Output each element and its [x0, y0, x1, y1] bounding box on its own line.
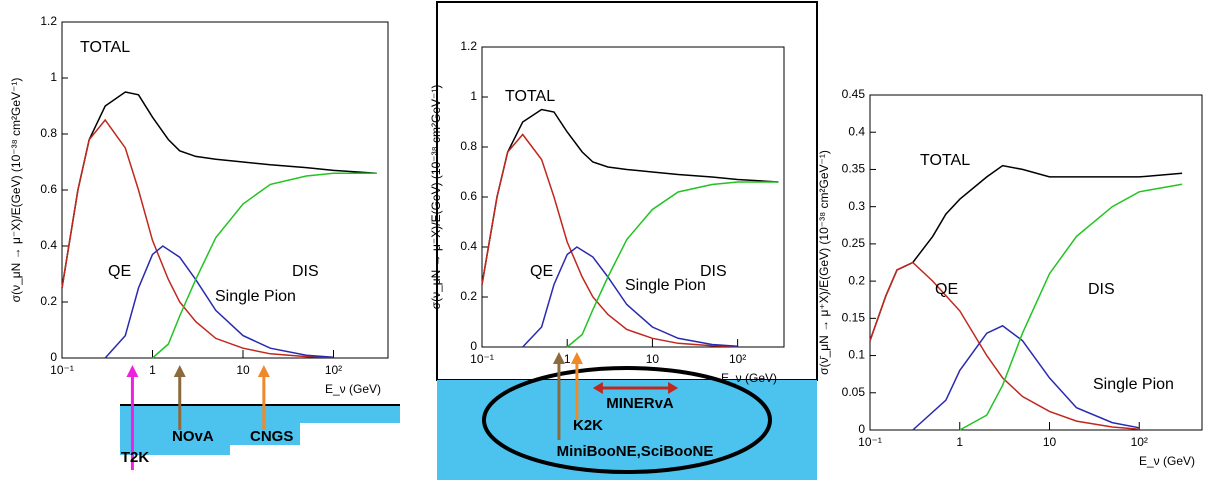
plot-frame: [869, 94, 1203, 431]
y-tick-label: 0.4: [460, 239, 477, 253]
x-tick-label: 10²: [729, 352, 746, 366]
y-tick-label: 0.3: [848, 199, 865, 213]
x-tick-label: 10²: [325, 363, 342, 377]
arrow-head: [592, 382, 603, 394]
curve: [152, 172, 377, 359]
y-tick-label: 0.6: [460, 189, 477, 203]
curve-label: QE: [530, 263, 553, 280]
x-tick-label: 10: [1043, 435, 1057, 449]
x-tick-label: 10⁻¹: [858, 435, 882, 449]
y-tick-label: 1: [470, 89, 477, 103]
curve-label: QE: [108, 263, 131, 280]
x-axis-label: E_ν (GeV): [1139, 454, 1195, 468]
curve: [522, 246, 738, 348]
y-tick-label: 0.45: [842, 87, 866, 101]
curve: [959, 183, 1183, 431]
y-tick-label: 0.4: [40, 238, 57, 252]
blue-region: [120, 405, 400, 455]
curve: [481, 108, 779, 285]
y-tick-label: 1.2: [40, 14, 57, 28]
plot-frame: [61, 21, 389, 359]
y-tick-label: 0.8: [40, 126, 57, 140]
curve-label: Single Pion: [215, 288, 296, 305]
y-tick-label: 0.05: [842, 385, 866, 399]
curve: [104, 245, 334, 359]
curve-label: TOTAL: [920, 152, 970, 169]
arrow-head: [257, 365, 270, 377]
arrow-head: [668, 382, 679, 394]
y-tick-label: 0: [470, 339, 477, 353]
curve: [912, 324, 1140, 431]
x-tick-label: 10²: [1131, 435, 1148, 449]
y-axis-label: σ(ν_μN → μ⁻X)/E(GeV) (10⁻³⁸ cm²GeV⁻¹): [429, 85, 443, 310]
y-tick-label: 0.2: [848, 273, 865, 287]
x-tick-label: 1: [564, 352, 571, 366]
y-axis-label: σ(ν_μN → μ⁻X)/E(GeV) (10⁻³⁸ cm²GeV⁻¹): [9, 78, 23, 303]
y-tick-label: 0.25: [842, 236, 866, 250]
curve: [61, 91, 377, 289]
y-tick-label: 0.6: [40, 182, 57, 196]
y-tick-label: 0.2: [40, 294, 57, 308]
annotation: NOvA: [172, 428, 214, 445]
y-tick-label: 1: [50, 70, 57, 84]
curve-label: DIS: [700, 263, 727, 280]
y-tick-label: 0.4: [848, 124, 865, 138]
x-tick-label: 1: [956, 435, 963, 449]
curve-label: DIS: [1088, 281, 1115, 298]
curve: [481, 133, 738, 348]
curve: [566, 181, 779, 348]
annotation: MiniBooNE,SciBooNE: [557, 443, 714, 460]
arrow-head: [173, 365, 186, 377]
curve: [869, 261, 1140, 431]
y-tick-label: 0.15: [842, 311, 866, 325]
curve-label: DIS: [292, 263, 319, 280]
x-tick-label: 1: [149, 363, 156, 377]
annotation: MINERvA: [606, 395, 674, 412]
curve: [869, 164, 1183, 341]
x-tick-label: 10: [236, 363, 250, 377]
curve-label: TOTAL: [80, 39, 130, 56]
curve-label: TOTAL: [505, 88, 555, 105]
curve-label: Single Pion: [625, 277, 706, 294]
y-tick-label: 0: [858, 422, 865, 436]
y-tick-label: 0.8: [460, 139, 477, 153]
annotation: K2K: [573, 417, 603, 434]
x-tick-label: 10⁻¹: [50, 363, 74, 377]
arrow-head: [126, 365, 139, 377]
annotation: T2K: [121, 449, 150, 466]
x-tick-label: 10⁻¹: [470, 352, 494, 366]
y-tick-label: 0.35: [842, 162, 866, 176]
x-axis-label: E_ν (GeV): [325, 382, 381, 396]
y-tick-label: 1.2: [460, 39, 477, 53]
arrow-head: [552, 352, 565, 364]
y-tick-label: 0: [50, 350, 57, 364]
y-tick-label: 0.1: [848, 348, 865, 362]
curve: [61, 118, 334, 359]
y-axis-label: σ(ν̄_μN → μ⁺X)/E(GeV) (10⁻³⁸ cm²GeV⁻¹): [817, 150, 831, 375]
curve-label: Single Pion: [1093, 376, 1174, 393]
ellipse: [482, 366, 772, 474]
y-tick-label: 0.2: [460, 289, 477, 303]
arrow-head: [570, 352, 583, 364]
panel-border: [436, 1, 818, 381]
x-axis-label: E_ν (GeV): [721, 371, 777, 385]
annotation: CNGS: [250, 428, 293, 445]
curve-label: QE: [935, 281, 958, 298]
x-tick-label: 10: [646, 352, 660, 366]
